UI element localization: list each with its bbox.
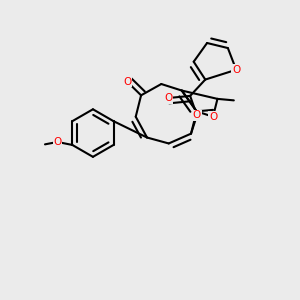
Text: O: O [232,65,240,75]
Text: O: O [209,112,217,122]
Text: O: O [193,110,201,120]
Text: O: O [53,137,62,147]
Text: O: O [165,93,173,103]
Text: O: O [123,76,131,87]
